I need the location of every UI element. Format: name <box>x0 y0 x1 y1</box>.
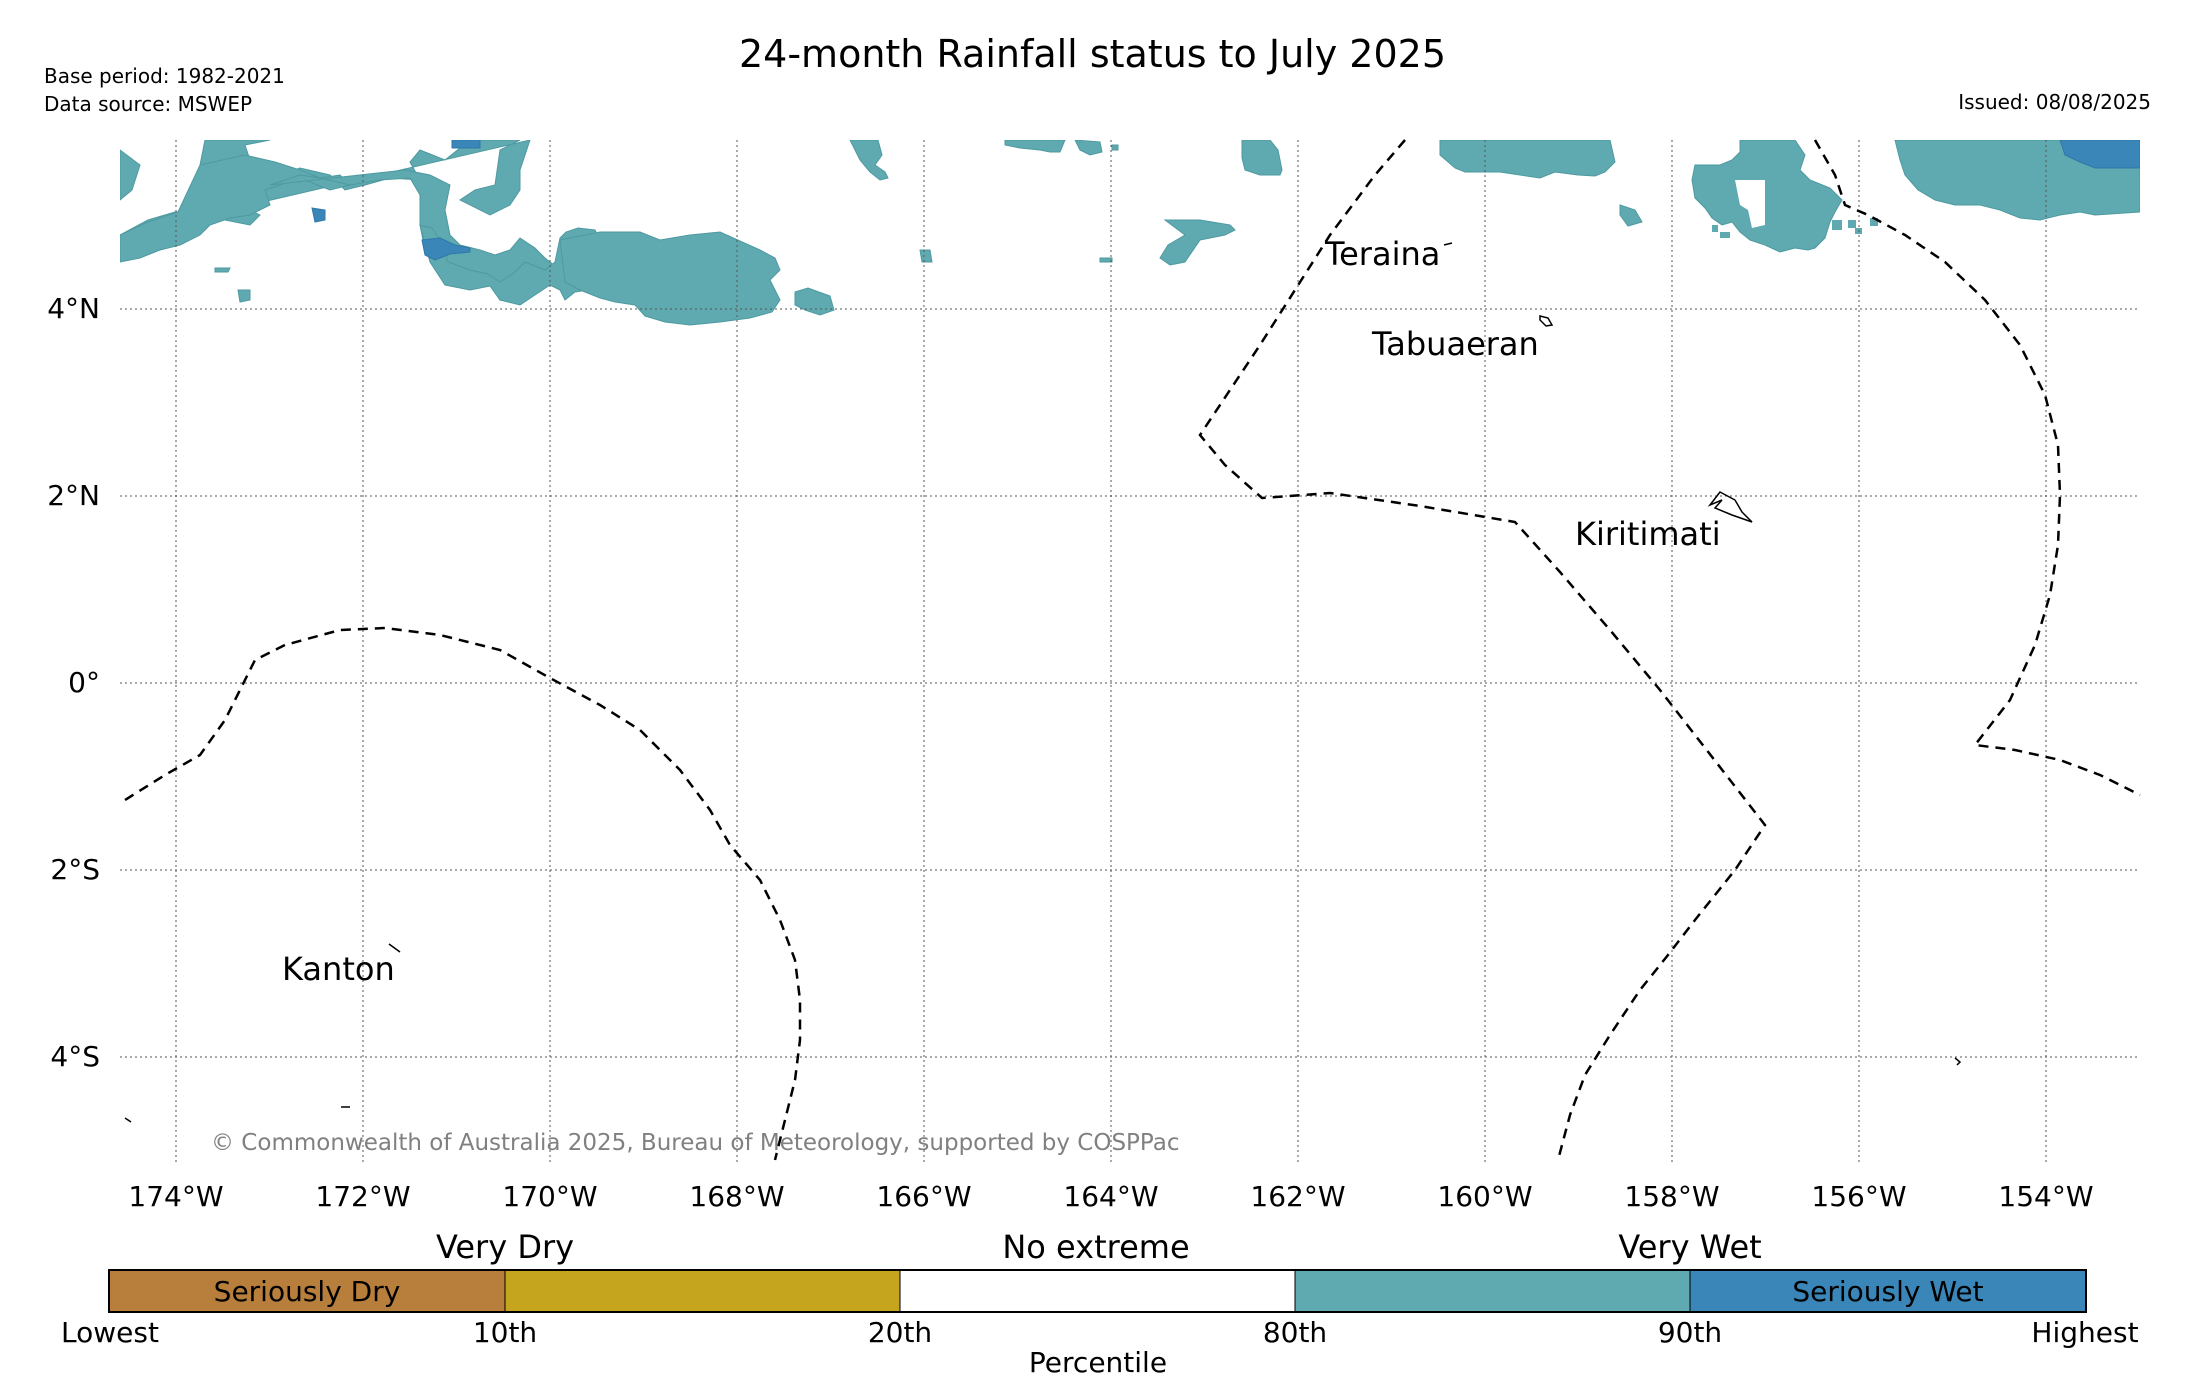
wet-region-main <box>120 154 351 263</box>
copyright-notice: © Commonwealth of Australia 2025, Bureau… <box>211 1130 1180 1156</box>
lat-label-0: 0° <box>68 666 100 699</box>
wet-region-east <box>1439 140 2140 253</box>
lon-label-158w: 158°W <box>1624 1180 1719 1213</box>
legend-border <box>108 1269 2087 1313</box>
island-outlines <box>124 242 1962 1123</box>
lon-label-156w: 156°W <box>1811 1180 1906 1213</box>
legend-axis-label: Percentile <box>1029 1346 1167 1379</box>
islet-southeast <box>1954 1057 1962 1066</box>
map-gridlines <box>120 140 2140 1165</box>
lat-label-4n: 4°N <box>47 292 100 325</box>
lon-label-168w: 168°W <box>689 1180 784 1213</box>
legend-swatch-wet <box>1294 1269 1691 1313</box>
lon-label-154w: 154°W <box>1998 1180 2093 1213</box>
lon-label-160w: 160°W <box>1437 1180 1532 1213</box>
legend-tick-20th: 20th <box>868 1316 932 1349</box>
place-label-kiritimati: Kiritimati <box>1575 515 1721 553</box>
seriously-wet-region-west <box>311 140 481 261</box>
place-label-kanton: Kanton <box>282 950 395 988</box>
legend-swatch-seriously-wet <box>1689 1269 2087 1313</box>
page-title: 24-month Rainfall status to July 2025 <box>738 32 1447 76</box>
legend-tick-highest: Highest <box>2031 1316 2138 1349</box>
wet-region-small-west <box>214 267 251 303</box>
legend-category-very-wet: Very Wet <box>1618 1228 1761 1266</box>
boundary-line-islands <box>1198 139 1767 1161</box>
seriously-wet-region-east <box>2059 140 2140 169</box>
legend-swatch-no-extreme <box>899 1269 1296 1313</box>
lat-label-2n: 2°N <box>47 479 100 512</box>
kiritimati-outline <box>1707 491 1753 523</box>
teraina-outline <box>1443 242 1453 246</box>
legend-category-no-extreme: No extreme <box>1002 1228 1189 1266</box>
lon-label-174w: 174°W <box>128 1180 223 1213</box>
wet-region-tail <box>559 231 835 326</box>
rainfall-regions <box>120 140 2140 326</box>
lon-label-164w: 164°W <box>1063 1180 1158 1213</box>
lon-label-172w: 172°W <box>315 1180 410 1213</box>
wet-region-dots <box>1712 218 1878 238</box>
legend-tick-lowest: Lowest <box>61 1316 159 1349</box>
legend-tick-10th: 10th <box>473 1316 537 1349</box>
boundary-east <box>1813 139 2141 797</box>
legend-tick-80th: 80th <box>1263 1316 1327 1349</box>
lat-label-4s: 4°S <box>50 1040 100 1073</box>
place-label-teraina: Teraina <box>1324 235 1440 273</box>
lon-label-166w: 166°W <box>876 1180 971 1213</box>
kanton-outline <box>388 943 401 953</box>
legend-tick-90th: 90th <box>1658 1316 1722 1349</box>
islet-southwest <box>124 1117 132 1123</box>
data-source: Data source: MSWEP <box>44 92 253 116</box>
legend-swatch-dry <box>504 1269 901 1313</box>
boundary-kanton <box>124 626 802 1161</box>
legend: Very Dry No extreme Very Wet Seriously D… <box>61 1228 2139 1379</box>
issued-date: Issued: 08/08/2025 <box>1958 90 2151 114</box>
map-metadata: Base period: 1982-2021 Data source: MSWE… <box>44 62 285 118</box>
wet-region-mid <box>849 140 1283 266</box>
lon-label-162w: 162°W <box>1250 1180 1345 1213</box>
tabuaeran-outline <box>1539 315 1554 327</box>
legend-label-seriously-dry: Seriously Dry <box>214 1275 401 1308</box>
place-label-tabuaeran: Tabuaeran <box>1371 325 1539 363</box>
base-period: Base period: 1982-2021 <box>44 64 285 88</box>
lon-label-170w: 170°W <box>502 1180 597 1213</box>
maritime-boundaries <box>124 139 2141 1161</box>
legend-label-seriously-wet: Seriously Wet <box>1792 1275 1983 1308</box>
legend-category-very-dry: Very Dry <box>436 1228 574 1266</box>
wet-region-east-holes <box>1735 180 1765 228</box>
lat-label-2s: 2°S <box>50 853 100 886</box>
